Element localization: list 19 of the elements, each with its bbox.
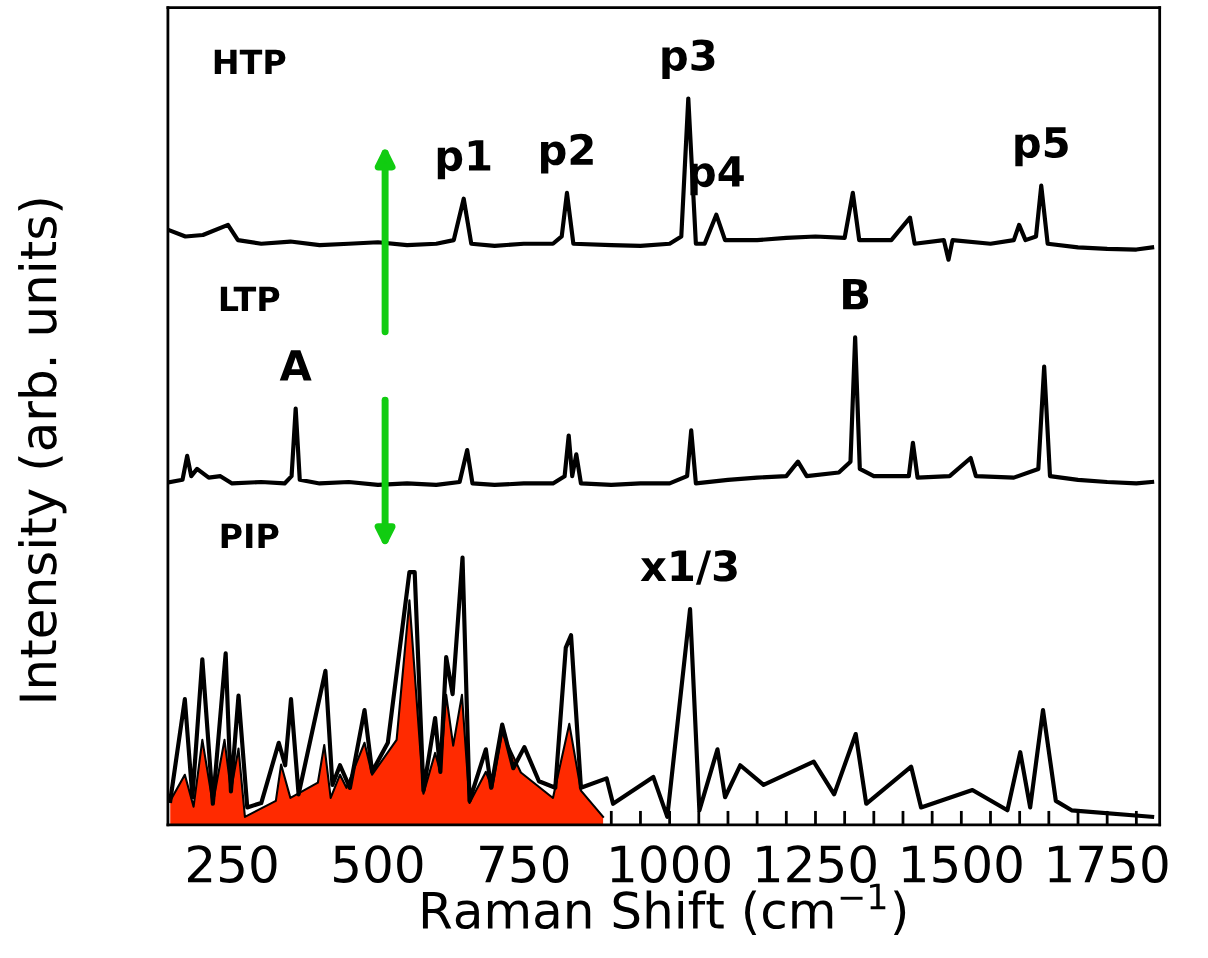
annotation: B bbox=[843, 278, 869, 310]
x-tick-label: 1000 bbox=[611, 845, 730, 883]
annotation: PIP bbox=[221, 523, 279, 549]
x-tick-label: 1250 bbox=[757, 845, 876, 883]
annotation: p3 bbox=[662, 39, 715, 80]
y-axis-title: Intensity (arb. units) bbox=[18, 199, 67, 701]
x-axis-title: Raman Shift (cm$^{−1}$) bbox=[422, 883, 906, 935]
x-tick-label: 1750 bbox=[1049, 845, 1168, 883]
annotation: A bbox=[279, 350, 312, 381]
annotation: p5 bbox=[1015, 127, 1068, 167]
x-tick-label: 500 bbox=[334, 845, 423, 883]
text: HTP bbox=[214, 49, 286, 75]
x-tick-label: 1500 bbox=[903, 845, 1022, 883]
x-tick-label: 750 bbox=[480, 845, 569, 883]
x-tick-label: 250 bbox=[188, 845, 277, 883]
annotation: LTP bbox=[220, 286, 280, 312]
annotation: x1/3 bbox=[640, 550, 737, 585]
annotation: p2 bbox=[541, 133, 593, 174]
annotation: p1 bbox=[437, 140, 491, 180]
